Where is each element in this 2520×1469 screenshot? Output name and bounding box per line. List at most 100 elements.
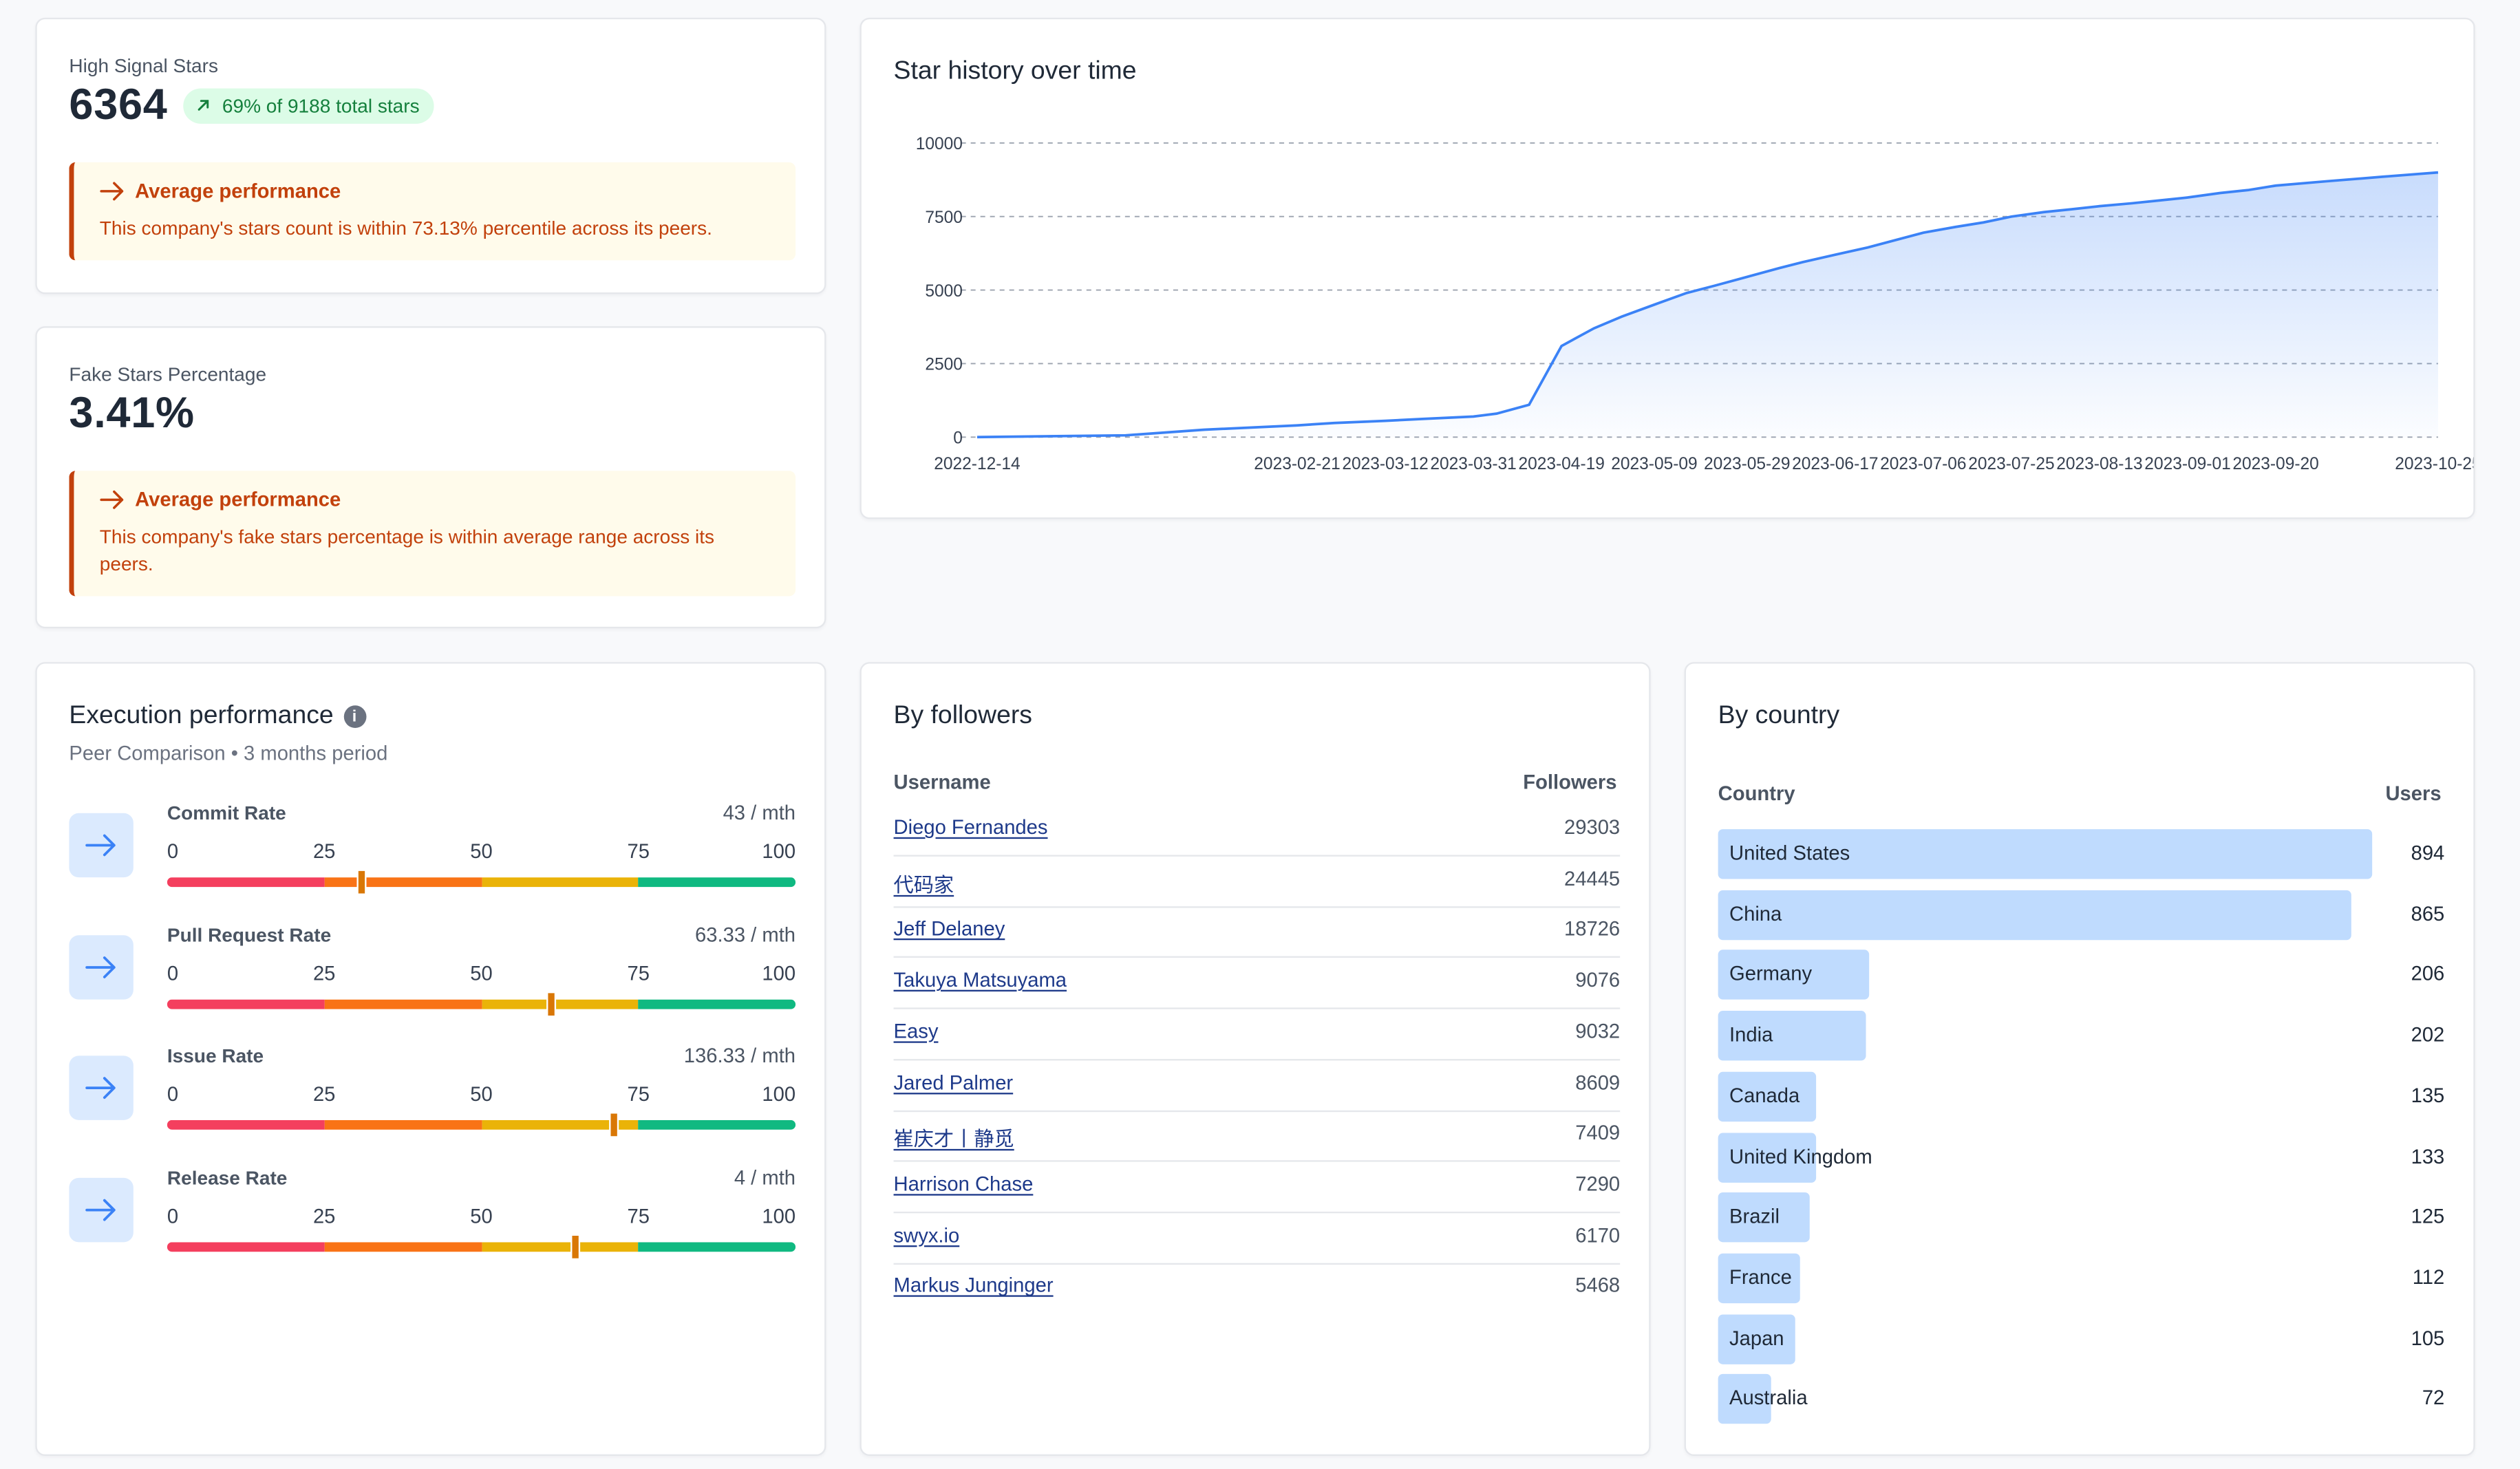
arrow-right-icon [69,1177,134,1243]
scale-tick-label: 50 [470,840,493,864]
stars-performance-alert: Average performance This company's stars… [69,162,796,261]
table-row: Takuya Matsuyama 9076 [893,960,1621,1009]
list-item: United States 894 [1718,829,2444,879]
y-tick-label: 5000 [925,282,963,301]
followers-count: 7409 [1575,1122,1621,1145]
country-name: Japan [1729,1327,1784,1349]
followers-count: 9032 [1575,1020,1621,1043]
execution-title: Execution performance [69,702,334,730]
scale-tick-label: 0 [167,962,179,985]
table-row: 代码家 24445 [893,857,1621,908]
bar-segment [638,1242,796,1252]
country-column-header: Country [1718,782,1795,806]
scale-tick-label: 0 [167,1205,179,1228]
scale-tick-label: 25 [312,1083,336,1106]
followers-title: By followers [893,702,1032,730]
metric-name: Release Rate [167,1166,288,1190]
scale-tick-label: 100 [762,1205,796,1228]
country-bar [1718,1374,1771,1424]
country-bar [1718,1313,1795,1364]
arrow-right-icon [69,813,134,878]
x-tick-label: 2023-03-31 [1430,455,1516,473]
scale-tick-label: 50 [470,1205,493,1228]
y-tick-label: 7500 [925,208,963,227]
username-link[interactable]: Jeff Delaney [893,918,1005,941]
list-item: Brazil 125 [1718,1192,2445,1243]
star-history-line [976,171,2439,439]
username-link[interactable]: Markus Junginger [893,1274,1054,1298]
followers-column-header: Followers [1523,771,1617,794]
percentile-marker [356,869,367,895]
country-name: China [1729,902,1782,925]
followers-card: By followers Username Followers Diego Fe… [859,662,1651,1456]
bar-segment [638,999,796,1009]
metric-row: Commit Rate 43 / mth 0 25 50 75 100 [69,802,796,916]
percentile-bar [167,999,796,1009]
username-link[interactable]: Harrison Chase [893,1172,1034,1196]
username-column-header: Username [893,771,991,794]
username-link[interactable]: Easy [893,1020,939,1043]
scale-tick-label: 50 [470,1083,493,1106]
followers-count: 9076 [1575,969,1621,992]
country-bar [1718,950,1869,1000]
x-tick-label: 2023-05-09 [1611,455,1697,473]
country-bar [1718,829,2373,879]
x-tick-label: 2023-09-20 [2232,455,2318,473]
country-users: 135 [2411,1084,2445,1107]
country-bar [1718,1253,1800,1303]
username-link[interactable]: swyx.io [893,1223,960,1247]
percentile-bar [167,1119,796,1130]
bar-segment [481,999,639,1009]
info-icon[interactable]: i [343,705,366,728]
bar-segment [167,1242,325,1252]
arrow-right-icon [69,1055,134,1120]
percentile-marker [570,1234,581,1261]
metric-row: Pull Request Rate 63.33 / mth 0 25 50 75 100 [69,924,796,1038]
scale-tick-label: 25 [312,962,336,985]
x-tick-label: 2023-07-25 [1968,455,2054,473]
alert-title: Average performance [135,180,341,203]
username-link[interactable]: Takuya Matsuyama [893,969,1067,992]
bar-segment [167,877,325,888]
bar-segment [638,877,796,888]
table-row: Harrison Chase 7290 [893,1164,1621,1214]
metric-scale: 0 25 50 75 100 [167,1205,795,1231]
scale-tick-label: 75 [627,1083,650,1106]
star-history-area [976,172,2438,438]
fake-stars-card: Fake Stars Percentage 3.41% Average perf… [35,326,826,629]
username-link[interactable]: Diego Fernandes [893,816,1048,839]
x-tick-label: 2023-06-17 [1792,455,1878,473]
scale-tick-label: 50 [470,962,493,985]
country-users: 125 [2411,1205,2445,1228]
username-link[interactable]: 代码家 [893,873,954,897]
list-item: France 112 [1718,1253,2444,1303]
country-name: United Kingdom [1729,1145,1872,1168]
list-item: Japan 105 [1718,1313,2444,1364]
followers-count: 18726 [1563,918,1621,941]
x-tick-label: 2023-10-25 [2395,455,2473,473]
metric-row: Release Rate 4 / mth 0 25 50 75 100 [69,1167,796,1280]
followers-count: 8609 [1575,1071,1621,1094]
country-bar [1718,1132,1816,1182]
x-tick-label: 2023-07-06 [1880,455,1966,473]
metric-row: Issue Rate 136.33 / mth 0 25 50 75 100 [69,1044,796,1158]
country-bar [1718,890,2351,940]
username-link[interactable]: Jared Palmer [893,1071,1014,1094]
arrow-up-right-icon [198,100,209,111]
country-name: France [1729,1266,1792,1289]
table-row: Easy 9032 [893,1011,1621,1060]
x-tick-label: 2023-08-13 [2056,455,2142,473]
fake-stars-performance-alert: Average performance This company's fake … [69,471,796,597]
scale-tick-label: 75 [627,962,650,985]
fake-stars-label: Fake Stars Percentage [69,363,267,386]
country-card: By country Country Users United States 89… [1684,662,2475,1456]
country-users: 133 [2411,1145,2445,1168]
star-history-card: Star history over time 0 2500 5000 7500 1000… [859,17,2475,519]
percentile-marker [545,991,555,1018]
y-tick-label: 2500 [925,356,963,374]
country-users: 865 [2411,902,2445,925]
x-tick-label: 2023-04-19 [1518,455,1604,473]
percentile-bar [167,1242,796,1252]
followers-count: 24445 [1563,867,1621,890]
username-link[interactable]: 崔庆才丨静觅 [893,1128,1014,1151]
